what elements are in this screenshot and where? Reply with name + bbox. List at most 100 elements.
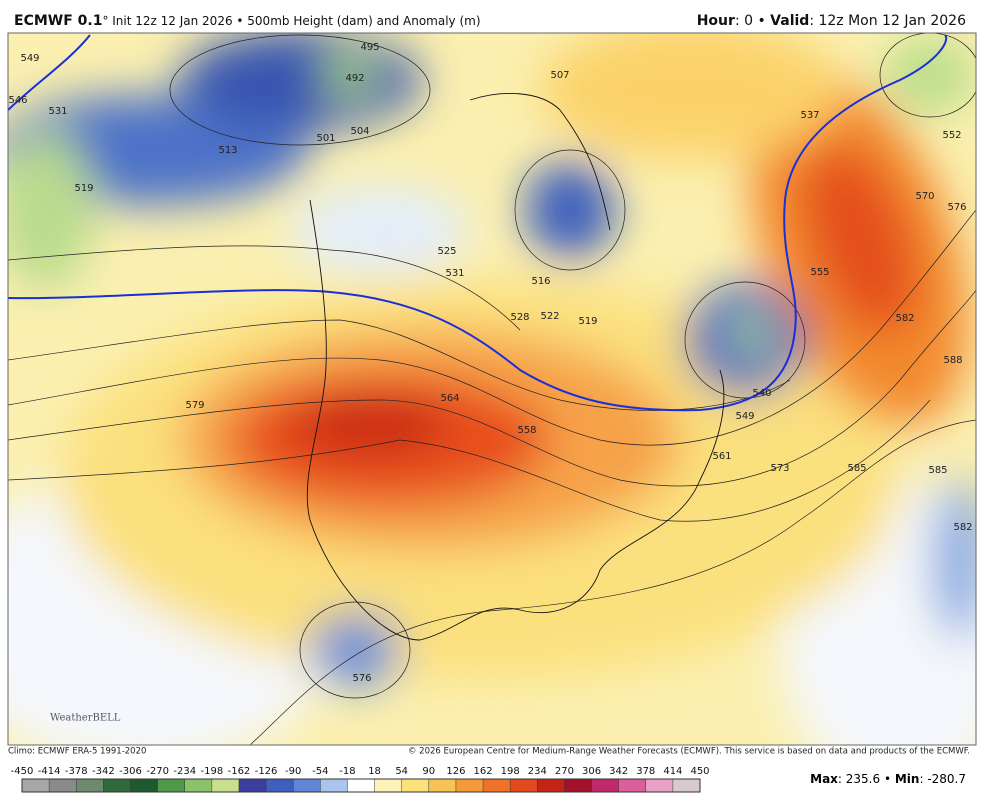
colorbar-swatch [564,779,592,792]
contour-labels: 579 564 558 540 549 561 573 585 582 588 585 582 576 5… [8,42,972,684]
colorbar-label: -90 [285,766,301,777]
anomaly-field [8,33,976,745]
colorbar-label: 198 [501,766,520,777]
colorbar-label: 90 [422,766,435,777]
colorbar-label: -342 [92,766,115,777]
contour-label: 555 [810,267,829,278]
colorbar-swatch [157,779,185,792]
hour-value: : 0 • [735,13,770,29]
colorbar-swatch [537,779,565,792]
colorbar-swatch [76,779,104,792]
colorbar-swatch [455,779,484,792]
contour-label: 558 [517,425,536,436]
colorbar-label: 414 [663,766,682,777]
colorbar-swatch [428,779,456,792]
contour-label: 495 [360,42,379,53]
colorbar-label: -450 [11,766,34,777]
colorbar-label: 306 [582,766,601,777]
colorbar-label: 234 [528,766,547,777]
colorbar: -450 -414 -378 -342 -306 -270 -234 -198 -162 -126… [11,766,710,793]
contour-label: 585 [928,465,947,476]
max-value: 235.6 [846,772,880,786]
colorbar-label: 126 [446,766,465,777]
contour-label: 576 [352,673,371,684]
colorbar-swatch [672,779,700,792]
colorbar-label: 18 [368,766,381,777]
map: 579 564 558 540 549 561 573 585 582 588 585 582 576 5… [8,33,976,745]
contour-label: 582 [953,522,972,533]
model: ECMWF 0.1 [14,13,102,29]
min-value: -280.7 [927,772,966,786]
colorbar-label: -270 [146,766,169,777]
colorbar-label: 270 [555,766,574,777]
contour-label: 546 [8,95,27,106]
coastlines [306,92,725,641]
colorbar-swatch [293,779,321,792]
colorbar-label: 54 [395,766,408,777]
contour-label: 579 [185,400,204,411]
colorbar-swatch [347,779,375,792]
contour-label: 507 [550,70,569,81]
colorbar-label: -378 [65,766,88,777]
colorbar-label: -414 [38,766,61,777]
colorbar-label: 162 [473,766,492,777]
colorbar-swatch [22,779,50,792]
hour-label: Hour [697,13,735,29]
max-label: Max [810,772,838,786]
climo-note: Climo: ECMWF ERA-5 1991-2020 [8,747,146,757]
colorbar-swatch [374,779,402,792]
contour-label: 564 [440,393,459,404]
colorbar-swatch [238,779,267,792]
run-info: ° Init 12z 12 Jan 2026 • 500mb Height (d… [102,14,480,28]
colorbar-label: 378 [636,766,655,777]
contour-label: 519 [74,183,93,194]
contour-label: 522 [540,311,559,322]
colorbar-label: 450 [690,766,709,777]
valid-value: : 12z Mon 12 Jan 2026 [809,13,966,29]
contour-label: 549 [20,53,39,64]
contour-label: 588 [943,355,962,366]
colorbar-swatch [645,779,673,792]
colorbar-swatch [103,779,131,792]
colorbar-swatch [184,779,212,792]
contour-label: 504 [350,126,369,137]
contour-540 [8,34,948,412]
colorbar-swatch [510,779,538,792]
contour-label: 516 [531,276,550,287]
colorbar-swatch [130,779,158,792]
header-valid: Hour: 0 • Valid: 12z Mon 12 Jan 2026 [697,13,966,29]
contour-label: 537 [800,110,819,121]
contour-label: 492 [345,73,364,84]
colorbar-label: -306 [119,766,142,777]
colorbar-label: -162 [228,766,251,777]
logo: WeatherBELL [50,713,121,724]
contour-label: 552 [942,130,961,141]
colorbar-label: -18 [339,766,355,777]
colorbar-label: -54 [312,766,328,777]
contour-label: 528 [510,312,529,323]
contour-label: 531 [445,268,464,279]
contour-label: 540 [752,388,771,399]
colorbar-swatch [320,779,348,792]
contour-label: 582 [895,313,914,324]
colorbar-swatch [401,779,429,792]
map-frame [7,32,977,746]
colorbar-swatch [618,779,646,792]
min-label: Min [895,772,920,786]
contour-label: 561 [712,451,731,462]
colorbar-swatch [591,779,619,792]
colorbar-label: -234 [173,766,196,777]
contour-label: 570 [915,191,934,202]
contour-label: 576 [947,202,966,213]
contour-540-nw [8,34,91,111]
colorbar-swatch [49,779,77,792]
contour-label: 525 [437,246,456,257]
colorbar-swatch [483,779,511,792]
colorbar-label: 342 [609,766,628,777]
colorbar-swatch [266,779,294,792]
contour-label: 573 [770,463,789,474]
colorbar-label: -198 [200,766,223,777]
contour-label: 585 [847,463,866,474]
contour-label: 531 [48,106,67,117]
